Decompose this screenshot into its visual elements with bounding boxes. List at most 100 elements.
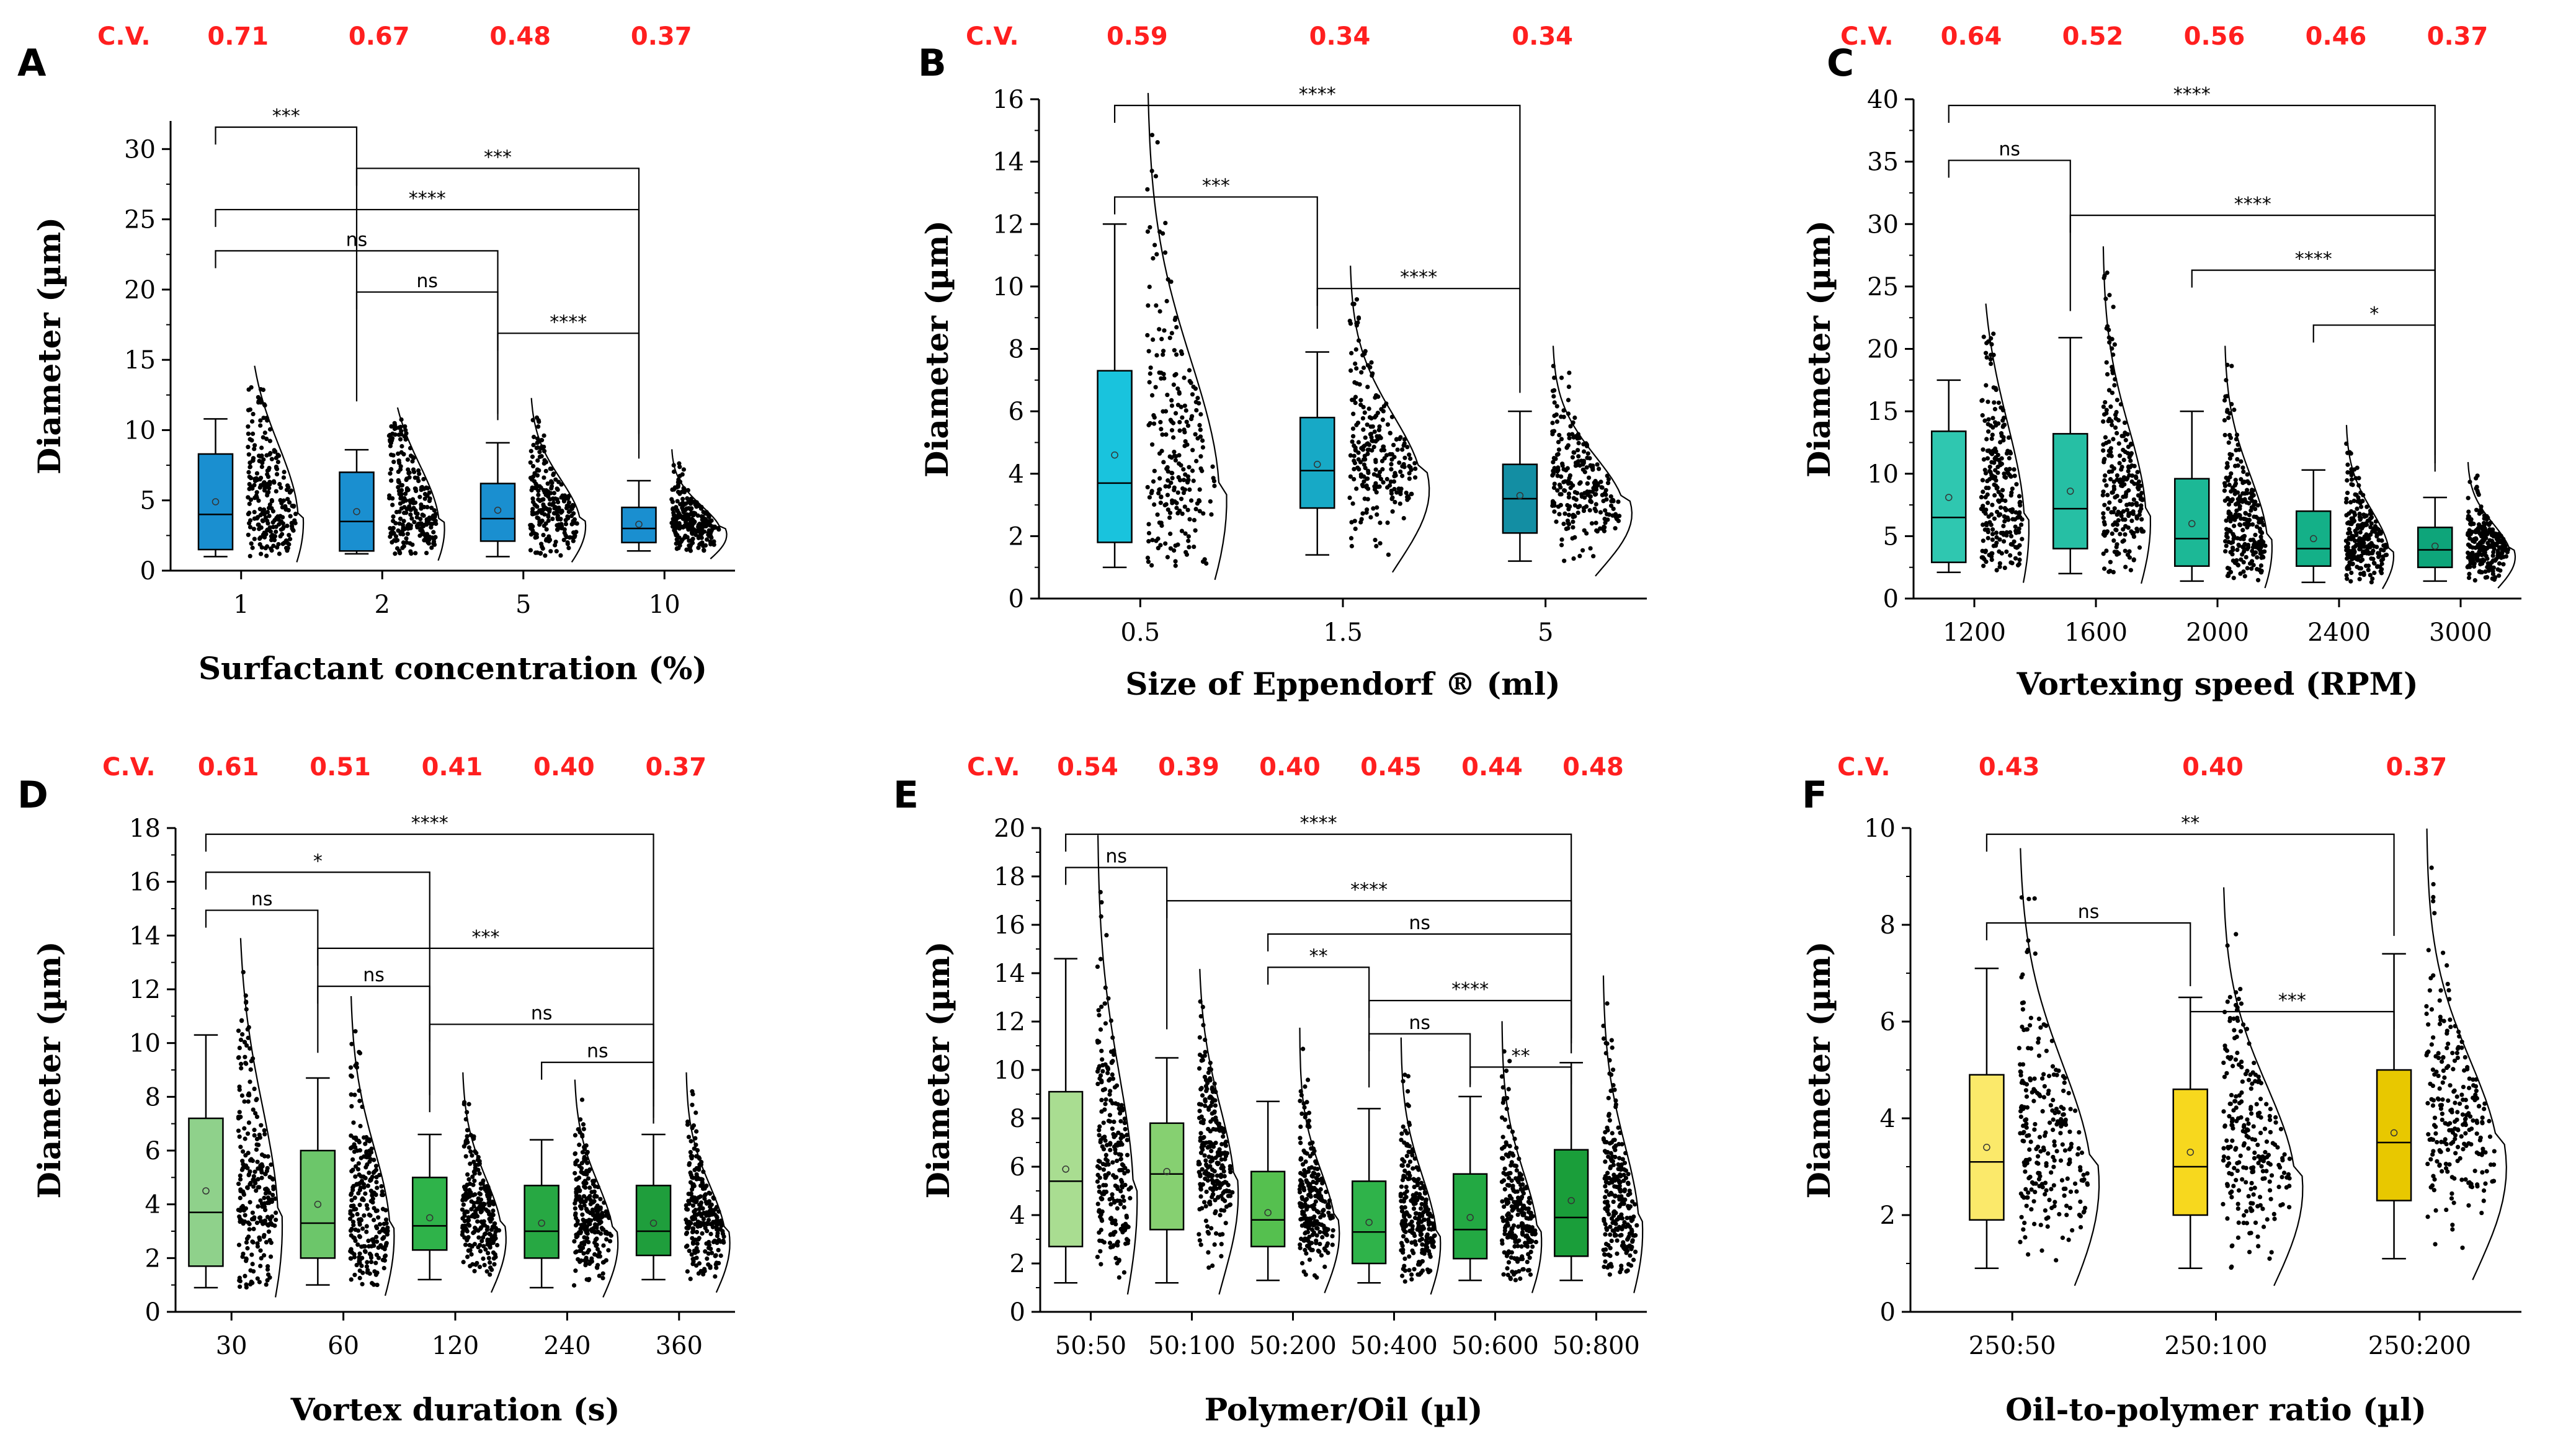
data-point	[1983, 350, 1989, 355]
data-point	[1145, 229, 1151, 234]
data-point	[1595, 483, 1600, 488]
data-point	[2003, 498, 2008, 503]
data-point	[274, 1210, 279, 1215]
data-point	[1998, 440, 2003, 445]
distribution-curve	[685, 1072, 731, 1293]
data-point	[273, 1196, 278, 1201]
data-point	[1381, 409, 1386, 414]
data-point	[2137, 512, 2142, 517]
y-tick-label: 0	[145, 1298, 161, 1327]
data-point	[259, 1162, 264, 1167]
data-points	[1347, 297, 1418, 557]
cv-value: 0.54	[1057, 753, 1118, 782]
data-point	[247, 481, 252, 487]
data-point	[1990, 502, 1995, 507]
data-point	[1982, 527, 1987, 532]
data-point	[252, 447, 257, 452]
data-point	[348, 1228, 354, 1233]
data-point	[350, 1213, 355, 1218]
data-point	[1197, 499, 1202, 504]
data-point	[259, 551, 264, 556]
data-point	[700, 514, 705, 519]
data-point	[361, 1198, 366, 1203]
data-point	[1099, 1196, 1103, 1201]
data-point	[249, 419, 255, 424]
data-point	[1581, 449, 1587, 454]
data-point	[1380, 467, 1385, 472]
x-tick-label: 50:200	[1249, 1332, 1337, 1360]
data-point	[1099, 1004, 1104, 1009]
data-point	[685, 1269, 690, 1274]
data-point	[541, 488, 546, 492]
significance-bracket: ***	[215, 105, 358, 402]
data-point	[703, 543, 708, 548]
data-point	[577, 1143, 582, 1147]
data-point	[1112, 1120, 1116, 1125]
data-point	[1173, 411, 1179, 416]
data-point	[2103, 399, 2108, 405]
data-point	[1219, 1151, 1224, 1156]
data-point	[2129, 529, 2134, 534]
data-point	[1987, 477, 1992, 482]
data-point	[1555, 473, 1560, 478]
data-point	[251, 1107, 256, 1112]
data-point	[429, 545, 434, 550]
x-tick-label: 5	[1538, 618, 1553, 647]
data-point	[484, 1227, 489, 1232]
data-point	[2474, 545, 2479, 550]
data-point	[1217, 1185, 1223, 1190]
data-point	[1988, 357, 1993, 362]
data-point	[461, 1202, 466, 1207]
data-point	[701, 509, 706, 515]
data-point	[1168, 546, 1173, 551]
data-point	[1161, 460, 1166, 465]
data-point	[1984, 523, 1989, 528]
data-point	[1195, 436, 1200, 441]
data-point	[461, 1194, 466, 1199]
data-point	[2235, 563, 2241, 568]
data-point	[692, 527, 697, 532]
data-point	[349, 1191, 354, 1196]
data-point	[264, 532, 269, 537]
data-point	[577, 1204, 583, 1209]
data-point	[1560, 463, 1565, 468]
data-point	[262, 480, 267, 485]
box-60	[300, 996, 395, 1296]
data-point	[250, 431, 256, 436]
distribution-curve	[671, 449, 728, 559]
data-point	[2137, 509, 2142, 514]
data-point	[2018, 522, 2024, 527]
data-point	[1103, 1062, 1108, 1067]
data-point	[1568, 424, 1573, 429]
data-point	[1567, 370, 1572, 375]
data-point	[266, 1229, 272, 1234]
data-point	[681, 467, 687, 472]
data-point	[2471, 521, 2476, 527]
data-point	[1193, 386, 1198, 391]
data-point	[263, 1172, 268, 1177]
data-point	[1095, 1172, 1100, 1177]
data-points	[246, 385, 298, 559]
data-point	[2371, 561, 2377, 566]
data-point	[600, 1227, 605, 1232]
data-point	[677, 465, 682, 470]
data-point	[708, 523, 713, 528]
mean-marker	[202, 1187, 210, 1195]
data-point	[2232, 523, 2237, 528]
data-point	[1605, 512, 1610, 517]
data-point	[530, 507, 535, 512]
data-point	[1987, 465, 1992, 470]
data-point	[705, 1221, 710, 1226]
data-point	[475, 1214, 480, 1219]
data-point	[383, 1217, 389, 1222]
data-points	[386, 417, 439, 556]
data-point	[1172, 548, 1177, 553]
data-point	[2017, 557, 2022, 563]
data-point	[1203, 1103, 1208, 1108]
data-point	[1125, 1241, 1130, 1245]
data-point	[1097, 1133, 1102, 1138]
data-point	[1121, 1205, 1126, 1210]
data-point	[1397, 501, 1402, 506]
data-point	[246, 1099, 251, 1104]
y-tick-label: 5	[1883, 522, 1899, 551]
